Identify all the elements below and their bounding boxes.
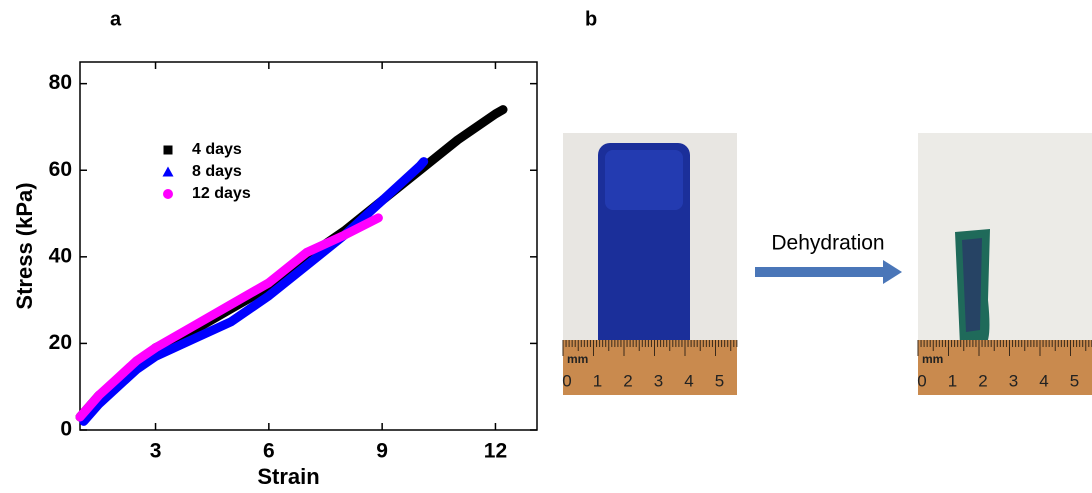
y-axis-label: Stress (kPa) [12,182,37,309]
legend-label: 4 days [192,141,242,158]
ruler-label: 4 [684,371,693,390]
x-tick-label: 6 [263,440,275,463]
chart: 3 6 9 12 0 20 40 60 80 Strain Stress (kPa) 4 days 8 … [12,61,538,489]
photo-after: mm 0 1 2 3 4 5 [917,133,1092,395]
y-tick-label: 40 [49,244,72,267]
ruler-label: 2 [623,371,632,390]
plot-frame [79,61,538,431]
x-axis-label: Strain [257,464,319,489]
x-tick-label: 9 [376,440,388,463]
ruler-label: 0 [562,371,571,390]
ruler-label: 1 [948,371,957,390]
ruler-label: 3 [654,371,663,390]
y-tick-label: 80 [49,71,72,94]
data-band [79,157,429,426]
legend-label: 8 days [192,163,242,180]
ruler-label: 3 [1009,371,1018,390]
x-tick-label: 12 [484,440,507,463]
ruler-unit: mm [922,352,943,366]
ruler-label: 0 [917,371,926,390]
arrow-label: Dehydration [771,232,884,255]
arrow-head [883,260,902,284]
ruler-label: 5 [1070,371,1079,390]
x-tick-label: 3 [150,440,162,463]
legend-marker [162,166,174,177]
ruler-label: 5 [715,371,724,390]
photo-before: mm 0 1 2 3 4 5 [562,133,738,395]
ruler-unit: mm [567,352,588,366]
legend-marker [163,145,173,155]
legend-marker [163,189,173,199]
y-tick-label: 0 [60,418,72,441]
y-tick-label: 60 [49,158,72,181]
ruler-label: 4 [1039,371,1048,390]
y-tick-label: 20 [49,331,72,354]
ruler-label: 1 [593,371,602,390]
panel-label: b [585,8,597,30]
legend-label: 12 days [192,185,251,202]
ruler-label: 2 [978,371,987,390]
panel-label: a [110,8,122,30]
data-band [75,213,383,422]
